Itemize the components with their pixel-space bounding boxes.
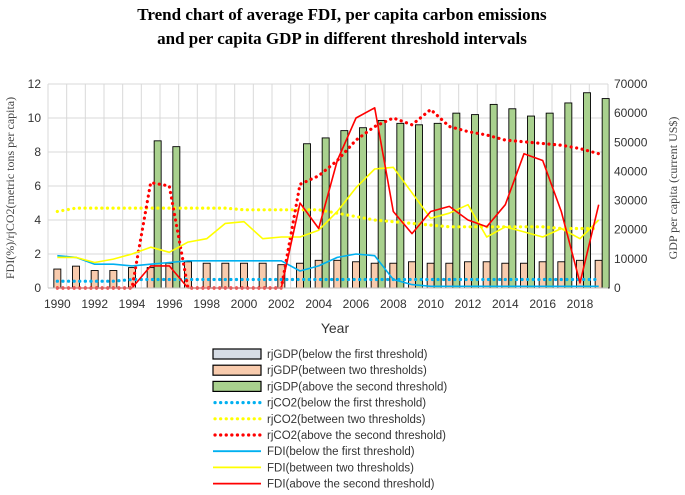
bar [433, 122, 442, 289]
bar [489, 103, 498, 289]
y-tick-left: 2 [34, 247, 41, 261]
y-tick-right: 30000 [614, 194, 648, 208]
legend-label: rjGDP(below the first threshold) [267, 349, 428, 361]
series-line [57, 166, 600, 264]
legend-swatch-bar [212, 364, 262, 376]
y-tick-left: 12 [28, 77, 42, 91]
bar [359, 127, 367, 289]
bar [296, 262, 304, 289]
chart-title-line2: and per capita GDP in different threshol… [157, 29, 527, 48]
bar [146, 267, 155, 289]
series-line [57, 253, 599, 288]
x-tick: 2014 [492, 297, 519, 311]
bar [594, 259, 603, 289]
x-tick: 2006 [343, 297, 370, 311]
x-tick: 2002 [268, 297, 295, 311]
y-axis-left-label: FDI(%)/rjCO2(metric tons per capita) [3, 97, 17, 279]
bar [172, 146, 181, 289]
legend-label: FDI(below the first threshold) [267, 446, 415, 458]
legend-label: FDI(between two thresholds) [267, 462, 414, 474]
y-tick-right: 50000 [614, 135, 648, 149]
bar [258, 262, 267, 289]
series-line [55, 107, 601, 290]
series-line [57, 107, 600, 289]
bar [370, 262, 379, 289]
legend-label: FDI(above the second threshold) [267, 479, 435, 491]
lines [55, 107, 601, 290]
bar [501, 262, 510, 289]
bar [482, 261, 491, 289]
x-tick: 2008 [380, 297, 407, 311]
y-axis-right-label: GDP per capita (current US$) [666, 117, 680, 260]
x-tick: 1996 [156, 297, 183, 311]
y-tick-left: 8 [34, 145, 41, 159]
y-tick-right: 0 [614, 281, 621, 295]
y-tick-left: 0 [34, 281, 41, 295]
bar [520, 262, 528, 289]
legend-label: rjGDP(above the second threshold) [267, 381, 447, 393]
bar [109, 270, 118, 289]
x-tick: 2004 [305, 297, 332, 311]
bar [508, 108, 517, 289]
legend: rjGDP(below the first threshold) rjGDP(be… [212, 348, 447, 491]
bar [72, 265, 80, 289]
bar [221, 262, 230, 289]
legend-swatch-bar [212, 380, 262, 392]
y-tick-left: 6 [34, 179, 41, 193]
chart-title-line1: Trend chart of average FDI, per capita c… [137, 5, 547, 24]
bar [396, 122, 405, 289]
x-tick: 2000 [231, 297, 258, 311]
x-tick: 2010 [417, 297, 444, 311]
legend-label: rjGDP(between two thresholds) [267, 365, 427, 377]
legend-swatch-bar [212, 348, 262, 360]
bar [557, 261, 566, 289]
bar [445, 262, 454, 289]
x-tick: 2018 [567, 297, 594, 311]
y-tick-right: 60000 [614, 106, 648, 120]
bar [90, 270, 99, 289]
bar [564, 102, 573, 289]
bar [240, 262, 248, 289]
bar [601, 98, 610, 289]
x-tick: 1992 [81, 297, 108, 311]
x-tick: 2016 [529, 297, 556, 311]
bar [202, 262, 211, 289]
x-axis-label: Year [321, 320, 350, 336]
y-tick-right: 40000 [614, 164, 648, 178]
y-tick-right: 70000 [614, 77, 648, 91]
bars [53, 92, 610, 289]
x-tick: 2012 [455, 297, 482, 311]
bar [426, 262, 435, 289]
bar [545, 112, 554, 289]
series-line [55, 277, 601, 283]
bar [333, 259, 342, 289]
y-tick-right: 10000 [614, 252, 648, 266]
axes: 0 2 4 6 8 10 12 0 10000 20000 30000 40000 50000 60000… [28, 77, 648, 311]
bar [538, 261, 547, 289]
x-tick: 1990 [44, 297, 71, 311]
bar [352, 261, 360, 289]
legend-label: rjCO2(above the second threshold) [267, 430, 446, 442]
bar [53, 268, 62, 289]
y-tick-right: 20000 [614, 223, 648, 237]
x-tick: 1994 [119, 297, 146, 311]
bar [583, 92, 591, 289]
bar [464, 261, 472, 289]
bar [452, 112, 461, 289]
legend-label: rjCO2(between two thresholds) [267, 414, 426, 426]
x-tick: 1998 [193, 297, 220, 311]
y-tick-left: 4 [34, 213, 41, 227]
y-tick-left: 10 [28, 111, 42, 125]
legend-label: rjCO2(below the first threshold) [267, 398, 426, 410]
bar [471, 114, 479, 289]
